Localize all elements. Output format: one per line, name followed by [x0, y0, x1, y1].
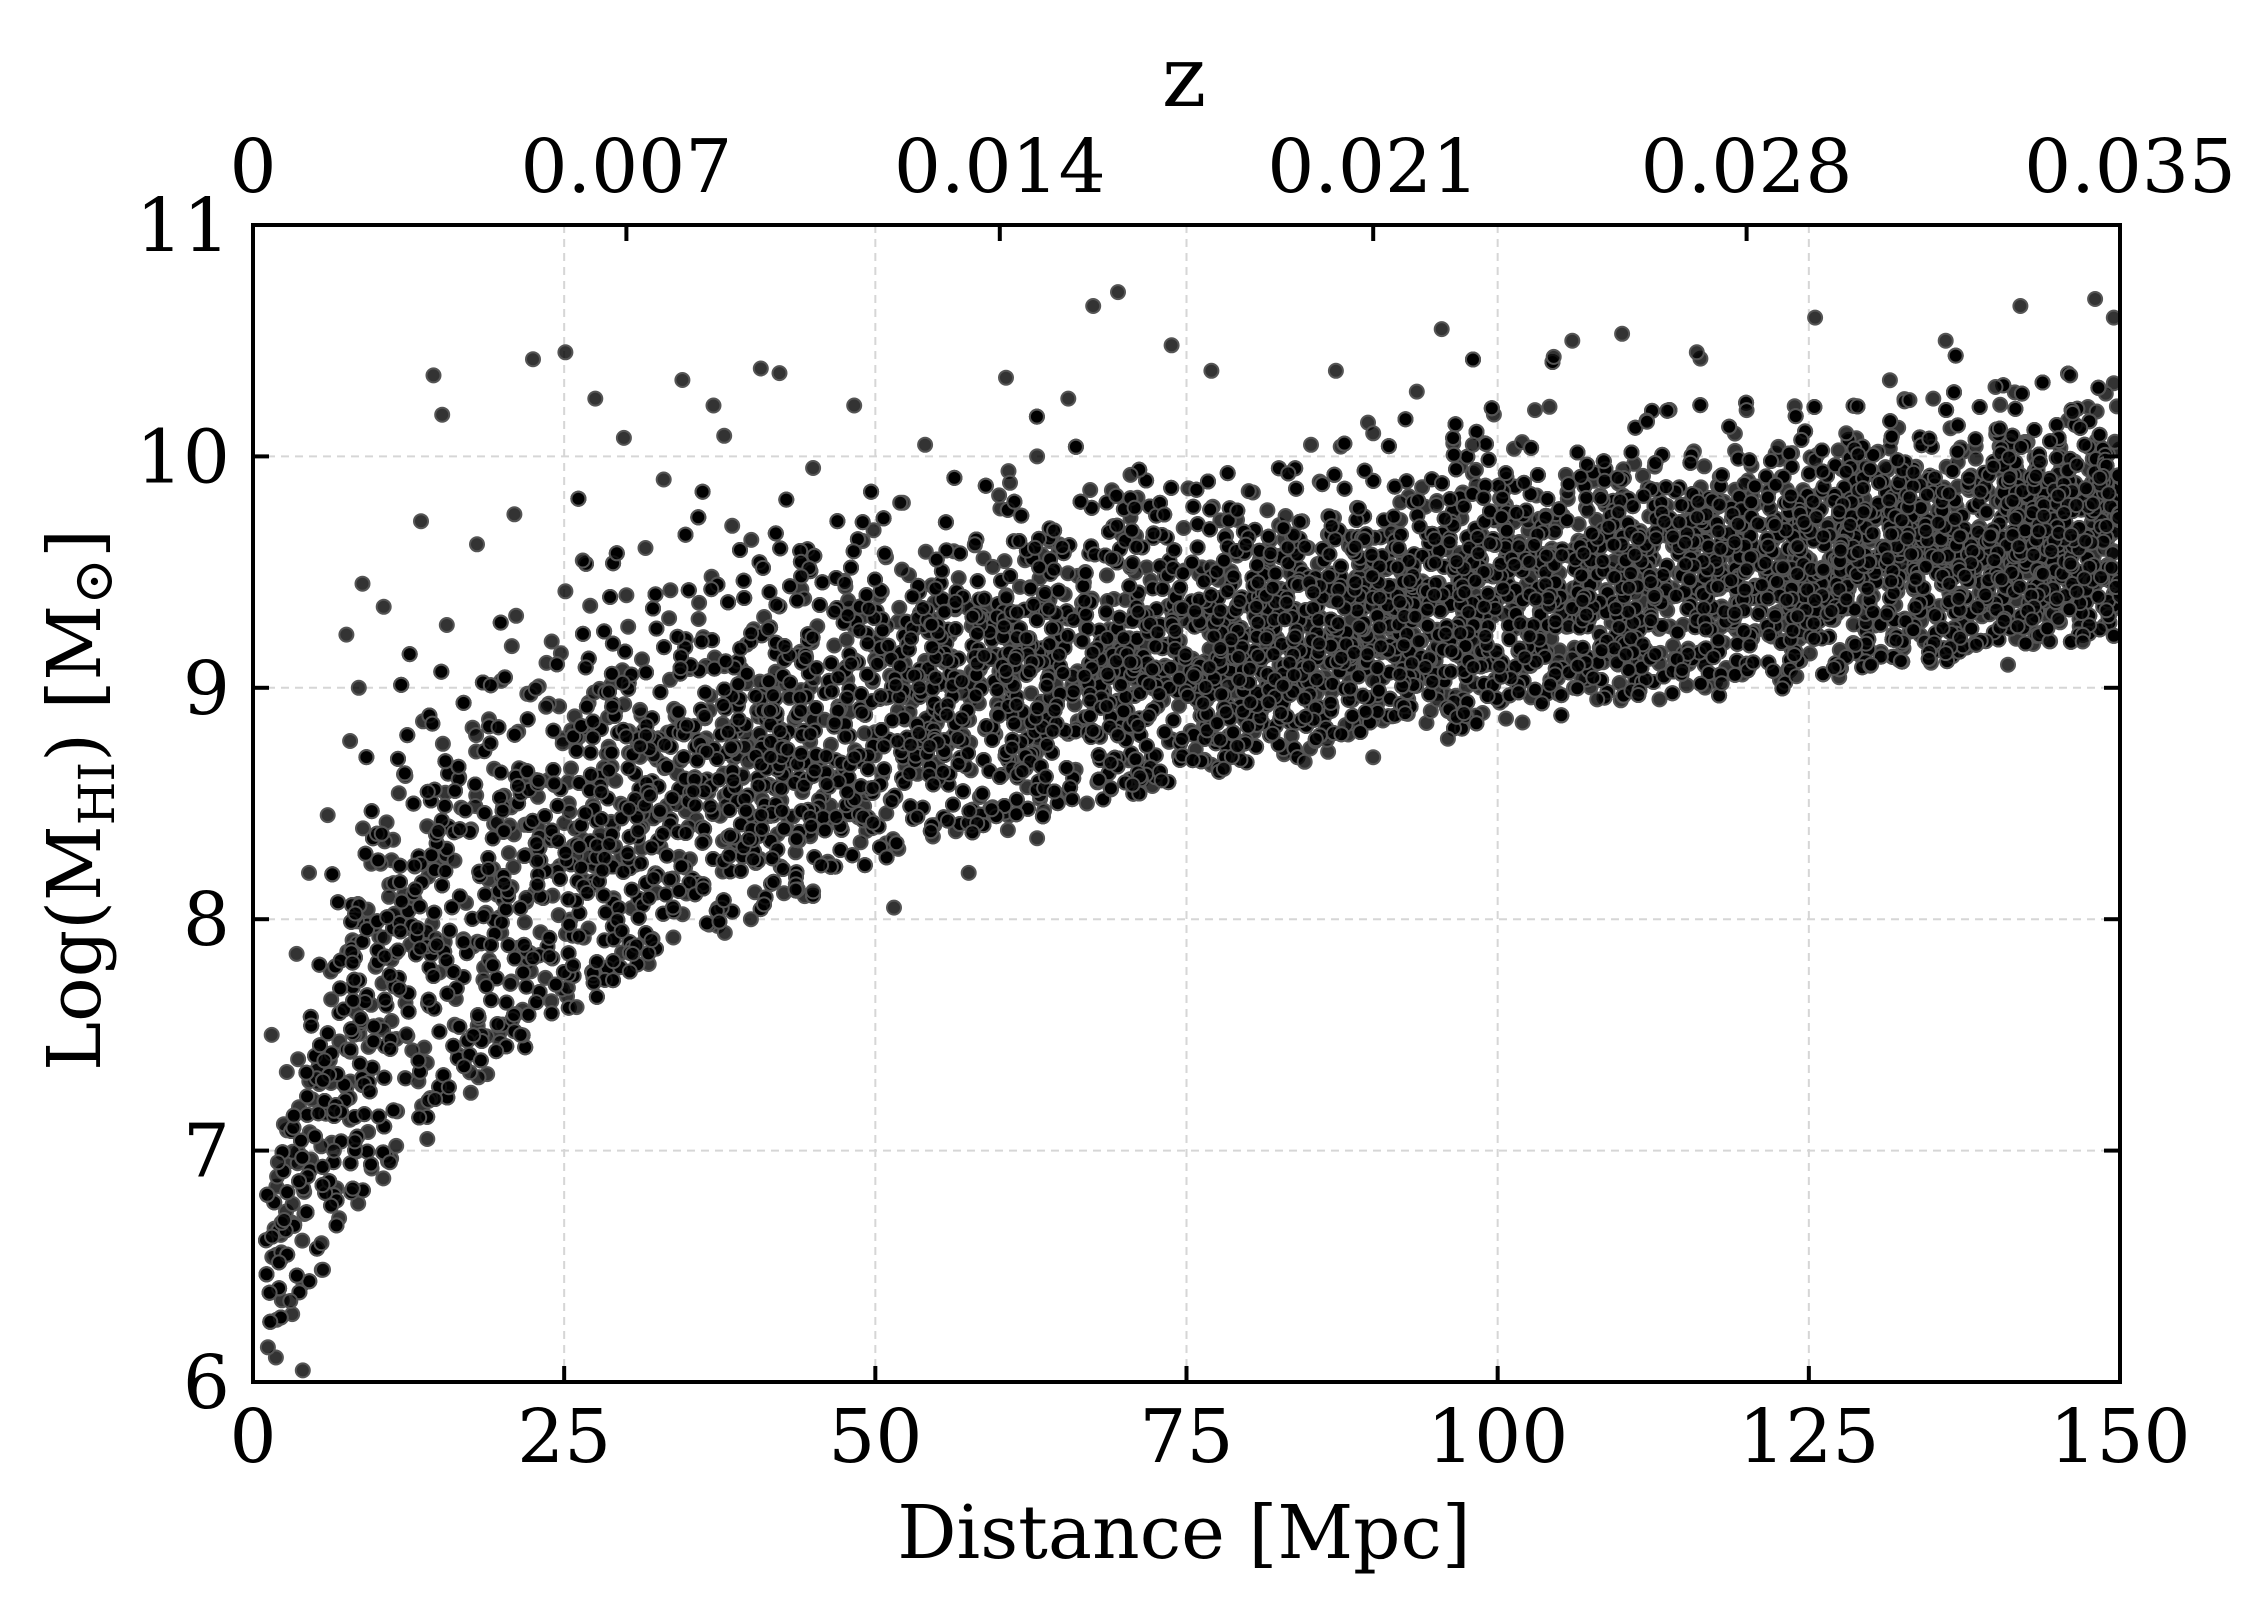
scatter-point: [662, 611, 676, 625]
scatter-point: [1499, 712, 1513, 726]
scatter-point: [621, 620, 635, 634]
scatter-point: [1177, 521, 1191, 535]
scatter-point: [392, 786, 406, 800]
scatter-point: [666, 931, 680, 945]
scatter-point: [1993, 398, 2007, 412]
scatter-point: [564, 762, 578, 776]
scatter-point: [440, 618, 454, 632]
scatter-point: [503, 977, 517, 991]
scatter-point: [399, 1071, 413, 1085]
scatter-point: [1429, 498, 1443, 512]
scatter-point: [558, 584, 572, 598]
scatter-point: [376, 1171, 390, 1185]
scatter-point: [295, 1234, 309, 1248]
scatter-point: [502, 846, 516, 860]
scatter-point: [583, 599, 597, 613]
scatter-point: [1543, 400, 1557, 414]
scatter-point: [1083, 483, 1097, 497]
scatter-point: [1001, 823, 1015, 837]
scatter-point: [1061, 566, 1075, 580]
scatter-point: [692, 596, 706, 610]
scatter-point: [1285, 729, 1299, 743]
scatter-point: [2043, 634, 2057, 648]
scatter-point: [539, 700, 553, 714]
scatter-point: [1903, 393, 1917, 407]
scatter-point: [1260, 503, 1274, 517]
scatter-point: [316, 1263, 330, 1277]
scatter-point: [1469, 463, 1483, 477]
scatter-point: [692, 612, 706, 626]
scatter-point: [518, 915, 532, 929]
scatter-point: [1883, 373, 1897, 387]
scatter-point: [291, 1052, 305, 1066]
scatter-point: [858, 726, 872, 740]
scatter-point: [1969, 452, 1983, 466]
scatter-point: [744, 533, 758, 547]
scatter-point: [663, 583, 677, 597]
scatter-point: [840, 633, 854, 647]
scatter-point: [509, 609, 523, 623]
scatter-point: [892, 601, 906, 615]
scatter-point: [992, 488, 1006, 502]
scatter-point: [505, 639, 519, 653]
data-points: [259, 285, 2127, 1377]
scatter-point: [1697, 459, 1711, 473]
scatter-point: [854, 835, 868, 849]
scatter-point: [280, 1065, 294, 1079]
grid: [253, 225, 2120, 1382]
scatter-point: [717, 429, 731, 443]
scatter-point: [895, 563, 909, 577]
scatter-point: [1100, 568, 1114, 582]
scatter-point: [635, 652, 649, 666]
scatter-point: [986, 560, 1000, 574]
scatter-point: [469, 728, 483, 742]
scatter-point: [639, 541, 653, 555]
scatter-point: [952, 571, 966, 585]
scatter-point: [1003, 476, 1017, 490]
scatter-point: [436, 737, 450, 751]
scatter-point: [529, 682, 543, 696]
scatter-point: [400, 1027, 414, 1041]
